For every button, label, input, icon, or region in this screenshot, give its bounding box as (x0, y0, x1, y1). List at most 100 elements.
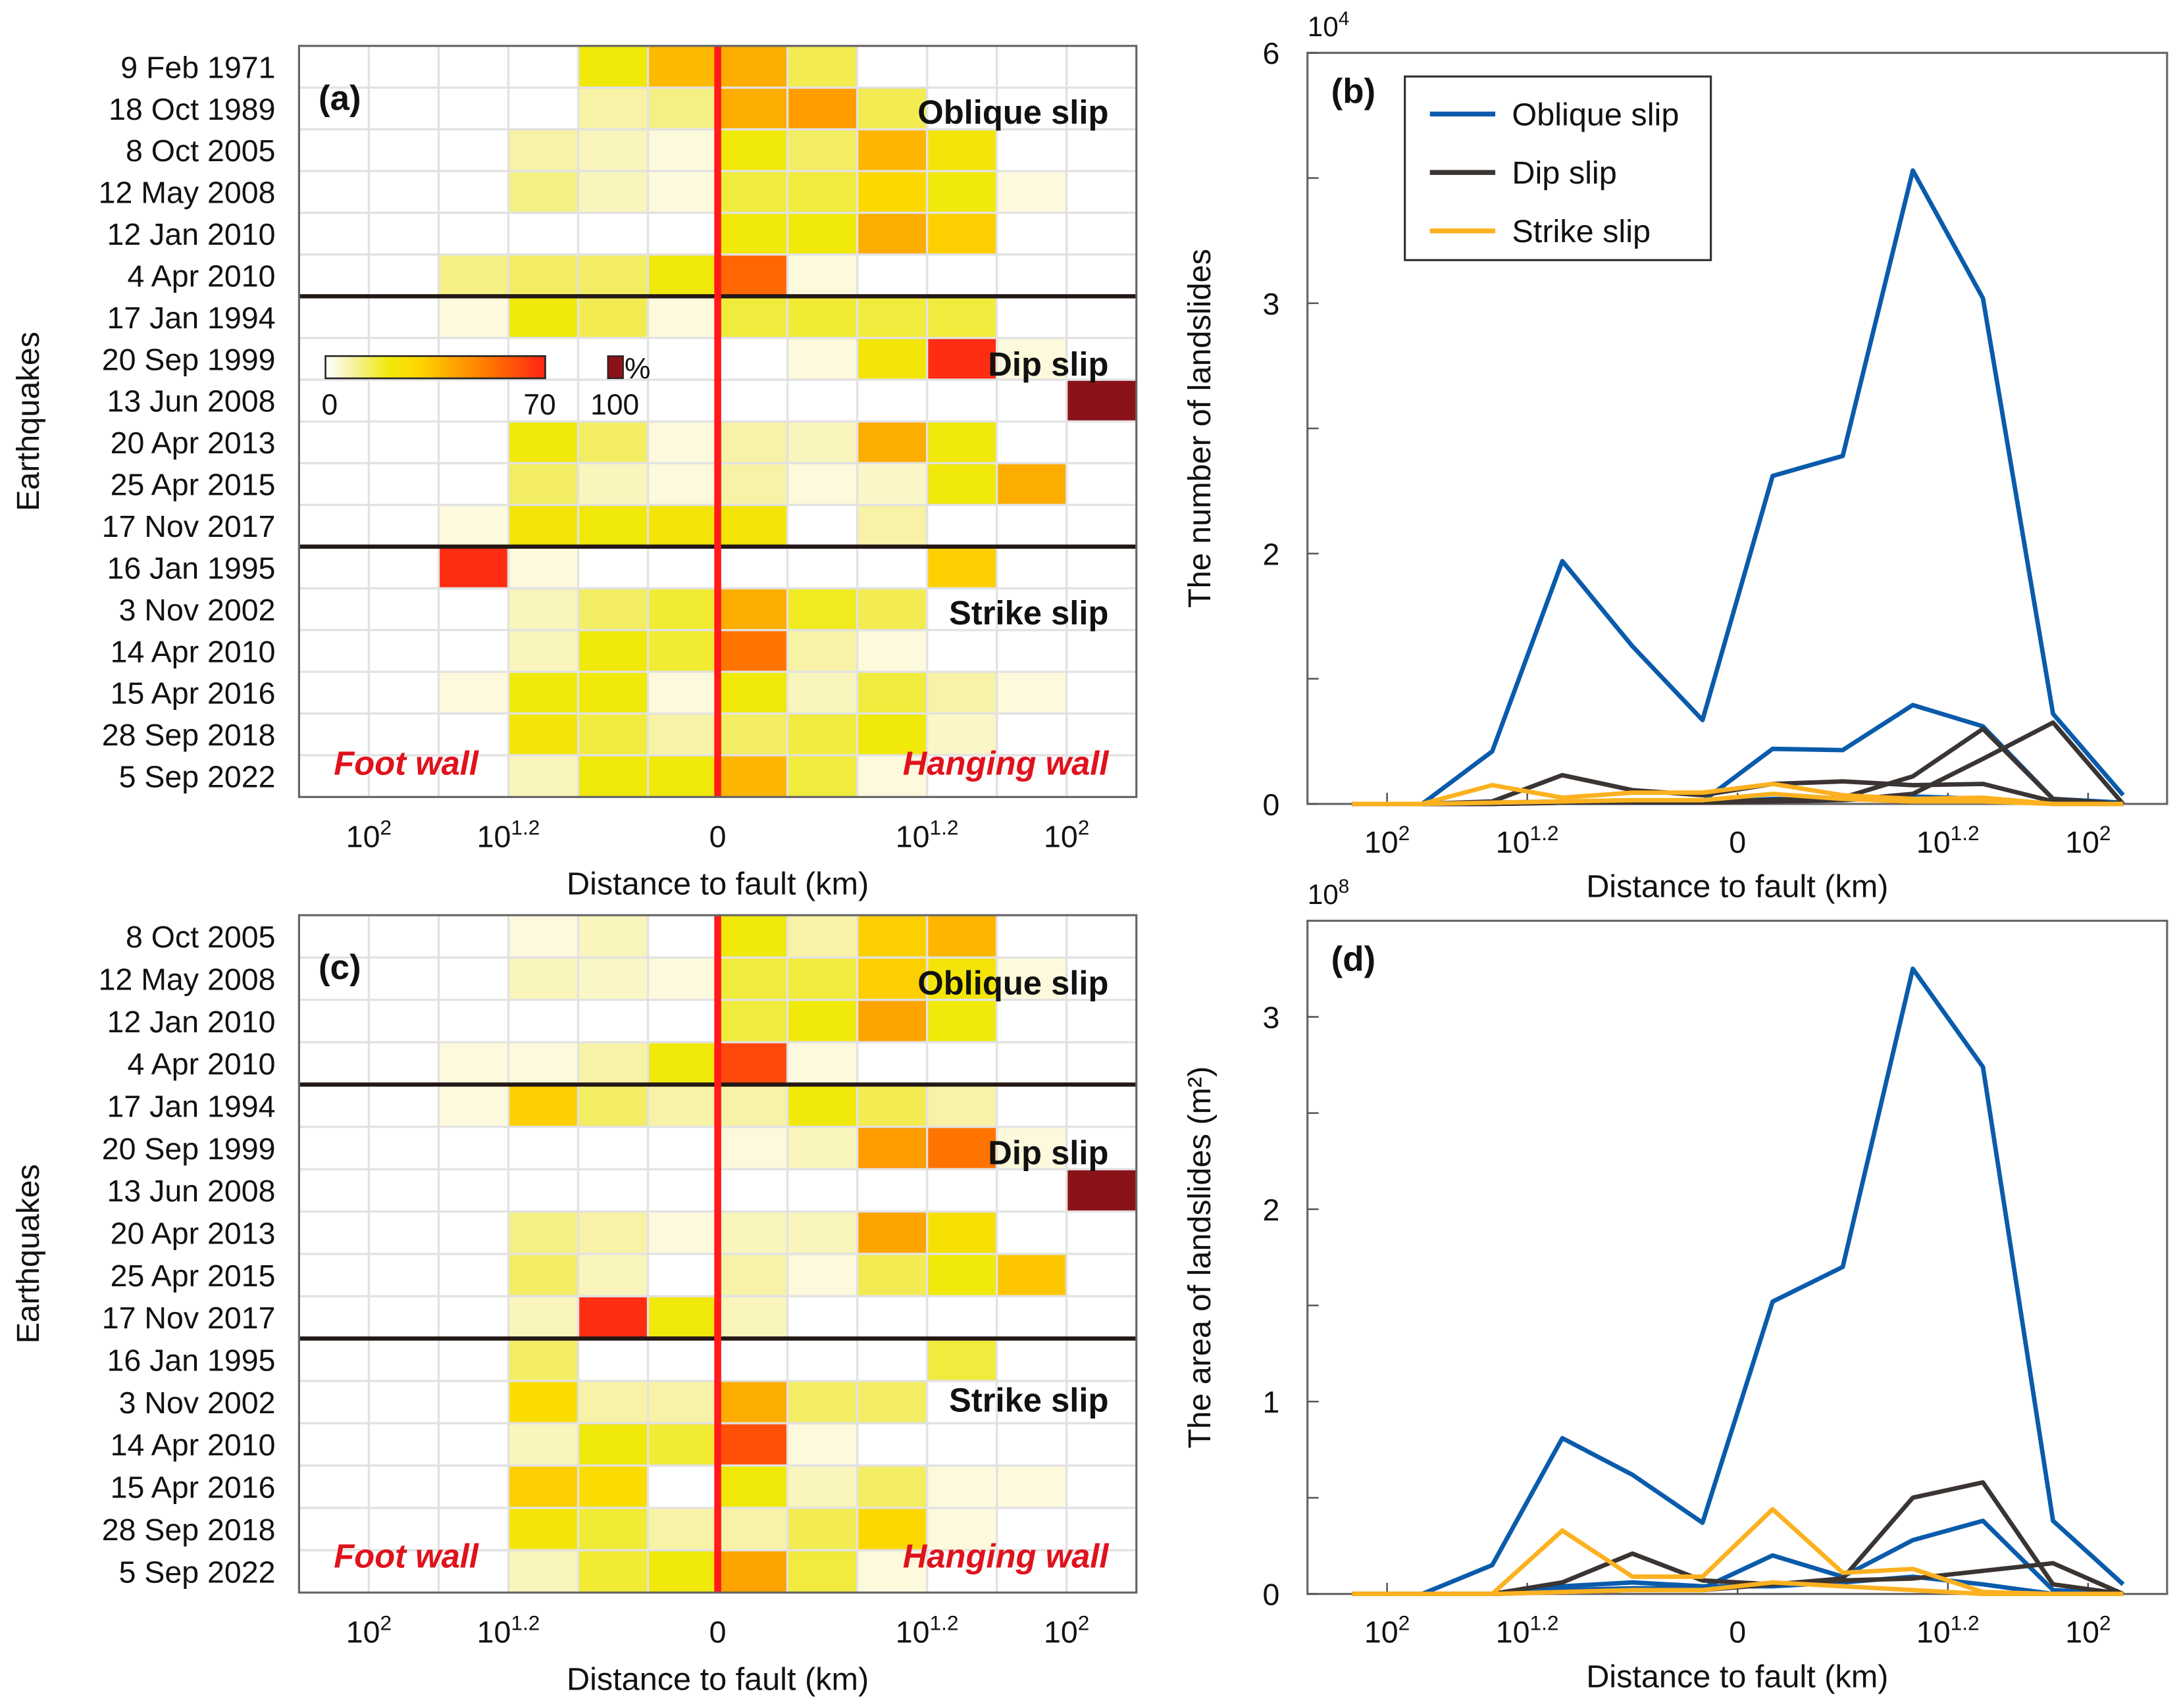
heatmap-cell (857, 296, 927, 338)
fault-line (714, 45, 721, 797)
heatmap-cell (578, 1211, 648, 1254)
heatmap-cell (787, 713, 858, 755)
heatmap-cell (787, 254, 858, 297)
heatmap-cell (508, 505, 578, 547)
row-label: 5 Sep 2022 (119, 760, 276, 794)
heatmap-cell (787, 1380, 858, 1424)
plot-frame (297, 45, 1138, 798)
heatmap-cell (927, 171, 997, 213)
heatmap-cell (648, 171, 718, 213)
heatmap-cell (578, 1423, 648, 1466)
heatmap-cell (927, 421, 997, 463)
x-tick-label: 102 (2065, 821, 2111, 859)
heatmap-cell (648, 672, 718, 714)
series-line (1352, 967, 2125, 1597)
row-label: 4 Apr 2010 (128, 1047, 276, 1081)
heatmap-cell (648, 88, 718, 130)
tick-base: 10 (346, 819, 380, 853)
heatmap-cell (578, 1380, 648, 1424)
heatmap-cell (996, 1253, 1067, 1297)
heatmap-cell (996, 1465, 1067, 1508)
row-label: 20 Sep 1999 (102, 342, 276, 376)
heatmap-cell (508, 1423, 578, 1466)
heatmap-cell (578, 672, 648, 714)
heatmap-cell (787, 171, 858, 213)
tick-exponent: 2 (380, 815, 392, 839)
heatmap-cell (717, 505, 788, 547)
x-tick-label: 101.2 (1496, 821, 1559, 859)
heatmap-cell (787, 296, 858, 338)
x-tick-label: 0 (1729, 825, 1746, 859)
colorbar-max-label: 70 (523, 389, 555, 421)
row-label: 15 Apr 2016 (111, 676, 276, 711)
heatmap-cell (857, 1084, 927, 1127)
tick-base: 10 (896, 1615, 930, 1649)
heatmap-cell (578, 588, 648, 630)
heatmap-cell (717, 1084, 788, 1127)
row-label: 12 May 2008 (99, 962, 276, 996)
tick-exponent: 2 (2099, 821, 2111, 845)
y-axis-title: Earthquakes (11, 1164, 46, 1344)
x-tick-label: 0 (709, 819, 727, 853)
heatmap-cell (1066, 1169, 1137, 1212)
heatmap-cell (648, 1084, 718, 1127)
heatmap-cell (438, 672, 509, 714)
row-label: 20 Apr 2013 (111, 426, 276, 460)
colorbar-extra-label: 100 (590, 389, 639, 421)
heatmap-cell (508, 957, 578, 1000)
heatmap-cell (857, 171, 927, 213)
row-label: 17 Nov 2017 (102, 1301, 276, 1335)
heatmap-cell (857, 421, 927, 463)
tick-base: 10 (1044, 819, 1078, 853)
row-label: 13 Jun 2008 (107, 384, 276, 418)
heatmap-cell (857, 1380, 927, 1424)
tick-exponent: 2 (1398, 821, 1410, 845)
heatmap-cell (857, 672, 927, 714)
x-tick-label: 102 (346, 1611, 392, 1649)
heatmap-cell (857, 713, 927, 755)
x-tick-label: 101.2 (896, 815, 959, 853)
y-tick-label: 1 (1263, 1385, 1280, 1419)
panel-label: (a) (319, 79, 361, 118)
tick-base: 0 (709, 819, 727, 853)
row-label: 20 Sep 1999 (102, 1132, 276, 1166)
heatmap-cell (996, 672, 1067, 714)
foot-wall-label: Foot wall (334, 1537, 479, 1574)
colorbar-unit: % (625, 353, 650, 385)
y-tick-label: 2 (1263, 1193, 1280, 1227)
plot-frame (297, 914, 1138, 1594)
heatmap-cell (578, 755, 648, 797)
heatmap-cell (857, 1465, 927, 1508)
heatmap-cell (857, 1126, 927, 1170)
heatmap-panel-a: 9 Feb 1971 18 Oct 1989 8 Oct 2005 12 May 20… (11, 45, 1138, 901)
x-tick-label: 102 (1044, 1611, 1089, 1649)
heatmap-cell (648, 1042, 718, 1085)
heatmap-cell (787, 463, 858, 505)
heatmap-cell (996, 1126, 1067, 1170)
heatmap-cell (717, 1253, 788, 1297)
tick-base: 10 (2065, 825, 2099, 859)
row-label: 25 Apr 2015 (111, 1259, 276, 1293)
tick-base: 10 (2065, 1615, 2099, 1649)
heatmap-cell (648, 1380, 718, 1424)
group-label: Oblique slip (917, 93, 1108, 131)
heatmap-cell (927, 713, 997, 755)
heatmap-cell (857, 338, 927, 380)
heatmap-cell (648, 957, 718, 1000)
heatmap-cell (438, 505, 509, 547)
colorbar (324, 355, 546, 380)
heatmap-cell (927, 1211, 997, 1254)
heatmap-cell (508, 1550, 578, 1593)
heatmap-cell (508, 1380, 578, 1424)
heatmap-cell (648, 1211, 718, 1254)
row-label: 20 Apr 2013 (111, 1217, 276, 1251)
group-label: Dip slip (988, 1134, 1108, 1171)
y-tick-label: 6 (1263, 36, 1280, 70)
heatmap-cell (927, 672, 997, 714)
heatmap-cell (857, 505, 927, 547)
y-axis-title: Earthquakes (11, 332, 46, 511)
panel-label: (d) (1331, 940, 1375, 979)
heatmap-cell (648, 45, 718, 88)
heatmap-cell (857, 1253, 927, 1297)
